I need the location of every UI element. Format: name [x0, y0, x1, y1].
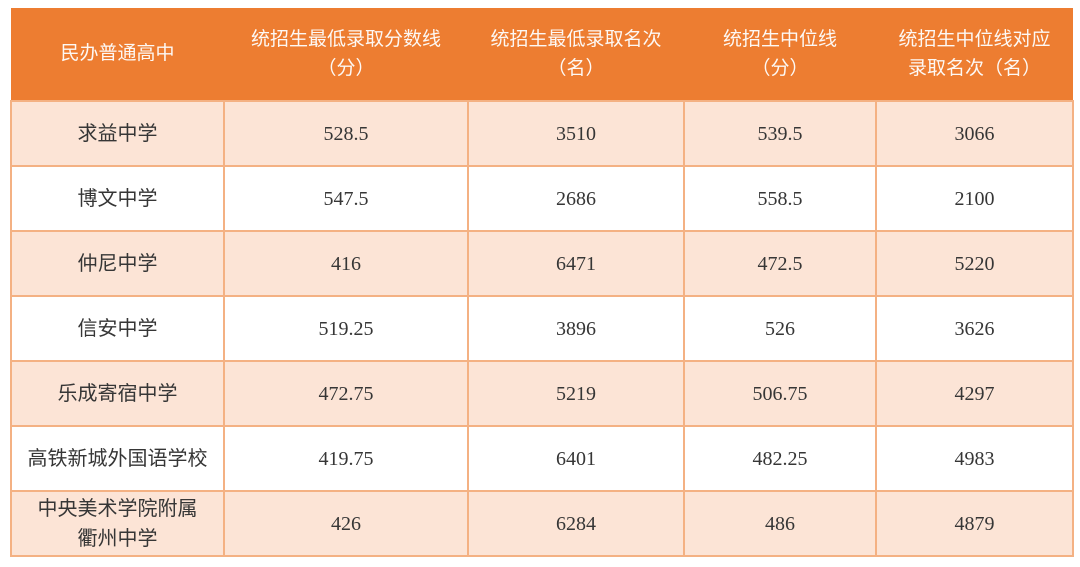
header-cell-min-score: 统招生最低录取分数线 （分） [224, 8, 468, 101]
school-name-cell: 高铁新城外国语学校 [10, 425, 225, 492]
min-score-cell: 419.75 [223, 425, 469, 492]
admission-scores-table-wrap: 民办普通高中 统招生最低录取分数线 （分） 统招生最低录取名次 （名） 统招生中… [10, 8, 1074, 557]
min-score-cell: 528.5 [223, 100, 469, 167]
median-rank-cell: 2100 [875, 165, 1074, 232]
school-name-cell: 信安中学 [10, 295, 225, 362]
median-score-cell: 558.5 [683, 165, 877, 232]
min-score-cell: 416 [223, 230, 469, 297]
median-score-cell: 526 [683, 295, 877, 362]
header-row: 民办普通高中 统招生最低录取分数线 （分） 统招生最低录取名次 （名） 统招生中… [11, 8, 1073, 101]
min-rank-cell: 3510 [467, 100, 685, 167]
median-score-cell: 506.75 [683, 360, 877, 427]
median-rank-cell: 3626 [875, 295, 1074, 362]
min-rank-cell: 6284 [467, 490, 685, 557]
table-row: 求益中学 528.5 3510 539.5 3066 [10, 100, 1074, 167]
median-rank-cell: 5220 [875, 230, 1074, 297]
min-rank-cell: 3896 [467, 295, 685, 362]
header-cell-school: 民办普通高中 [11, 8, 224, 101]
table-row: 信安中学 519.25 3896 526 3626 [10, 295, 1074, 362]
school-name-cell: 中央美术学院附属 衢州中学 [10, 490, 225, 557]
min-score-cell: 426 [223, 490, 469, 557]
median-score-cell: 472.5 [683, 230, 877, 297]
table-row: 仲尼中学 416 6471 472.5 5220 [10, 230, 1074, 297]
school-name-cell: 乐成寄宿中学 [10, 360, 225, 427]
header-cell-median-score: 统招生中位线 （分） [684, 8, 876, 101]
min-rank-cell: 6471 [467, 230, 685, 297]
admission-scores-table: 民办普通高中 统招生最低录取分数线 （分） 统招生最低录取名次 （名） 统招生中… [10, 8, 1074, 557]
min-rank-cell: 5219 [467, 360, 685, 427]
median-score-cell: 539.5 [683, 100, 877, 167]
median-rank-cell: 4879 [875, 490, 1074, 557]
school-name-cell: 博文中学 [10, 165, 225, 232]
table-row: 中央美术学院附属 衢州中学 426 6284 486 4879 [10, 490, 1074, 557]
table-row: 博文中学 547.5 2686 558.5 2100 [10, 165, 1074, 232]
median-rank-cell: 3066 [875, 100, 1074, 167]
median-rank-cell: 4983 [875, 425, 1074, 492]
median-score-cell: 482.25 [683, 425, 877, 492]
school-name-cell: 求益中学 [10, 100, 225, 167]
header-cell-median-rank: 统招生中位线对应 录取名次（名） [876, 8, 1073, 101]
table-row: 乐成寄宿中学 472.75 5219 506.75 4297 [10, 360, 1074, 427]
min-score-cell: 519.25 [223, 295, 469, 362]
median-rank-cell: 4297 [875, 360, 1074, 427]
header-cell-min-rank: 统招生最低录取名次 （名） [468, 8, 684, 101]
school-name-cell: 仲尼中学 [10, 230, 225, 297]
min-rank-cell: 2686 [467, 165, 685, 232]
min-rank-cell: 6401 [467, 425, 685, 492]
median-score-cell: 486 [683, 490, 877, 557]
table-row: 高铁新城外国语学校 419.75 6401 482.25 4983 [10, 425, 1074, 492]
min-score-cell: 547.5 [223, 165, 469, 232]
min-score-cell: 472.75 [223, 360, 469, 427]
